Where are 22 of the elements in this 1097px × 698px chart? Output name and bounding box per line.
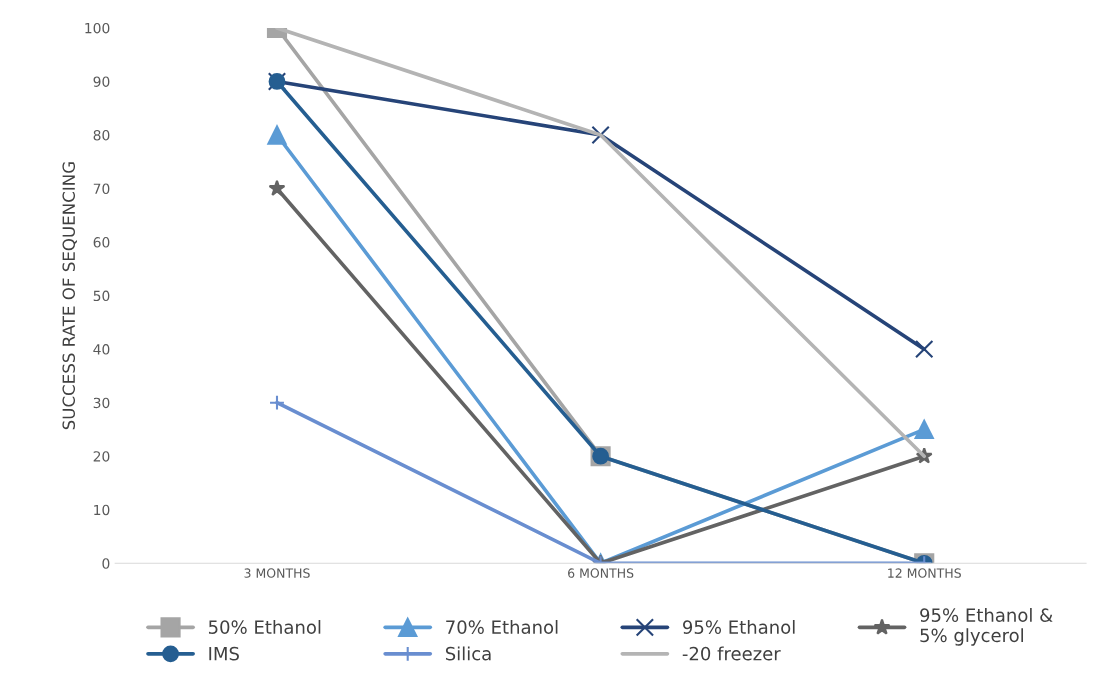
y-tick-label: 50 [93,290,110,302]
legend-label: 50% Ethanol [208,619,321,634]
y-tick-label: 30 [93,397,110,409]
legend-label: IMS [209,646,239,661]
y-tick-label: 100 [85,22,110,34]
y-tick-label: 60 [93,237,110,248]
y-tick-label: 0 [102,558,110,569]
x-tick-label: 6 MONTHS [568,568,634,578]
x-tick-label: 3 MONTHS [244,568,310,578]
y-tick-label: 10 [94,504,110,516]
x-tick-label: 12 MONTHS [888,568,961,578]
legend-label: 95% Ethanol & 5% glycerol [920,607,1053,646]
legend-label: Silica [445,646,491,661]
y-tick-label: 20 [93,451,110,462]
y-tick-label: 40 [93,344,110,355]
y-tick-label: 90 [93,76,110,87]
y-axis-title: SUCCESS RATE OF SEQUENCING [62,162,77,430]
legend-label: 70% Ethanol [446,619,558,634]
legend-label: 95% Ethanol [683,619,795,634]
legend-label: -20 freezer [682,646,781,661]
y-tick-label: 80 [93,129,110,141]
y-tick-label: 70 [93,183,110,194]
